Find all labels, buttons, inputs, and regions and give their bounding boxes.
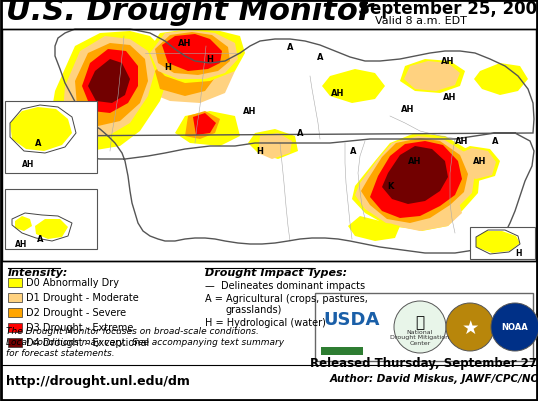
Text: USDA: USDA <box>323 310 379 328</box>
Text: http://drought.unl.edu/dm: http://drought.unl.edu/dm <box>6 374 190 387</box>
Text: AH: AH <box>331 89 345 98</box>
Bar <box>5 102 97 174</box>
Polygon shape <box>50 32 170 152</box>
Text: Valid 8 a.m. EDT: Valid 8 a.m. EDT <box>375 16 467 26</box>
Polygon shape <box>355 137 475 227</box>
Polygon shape <box>148 47 235 104</box>
Polygon shape <box>88 60 130 104</box>
Bar <box>8 308 22 317</box>
Polygon shape <box>248 130 298 160</box>
Text: —  Delineates dominant impacts: — Delineates dominant impacts <box>205 280 365 290</box>
Polygon shape <box>387 196 460 231</box>
Polygon shape <box>258 134 292 160</box>
Text: grasslands): grasslands) <box>225 304 281 314</box>
Polygon shape <box>155 50 220 97</box>
Text: Local conditions may vary.  See accompanying text summary: Local conditions may vary. See accompany… <box>6 337 284 346</box>
Polygon shape <box>155 33 230 76</box>
Text: 🌳: 🌳 <box>415 315 424 330</box>
Text: Drought Impact Types:: Drought Impact Types: <box>205 267 347 277</box>
Text: AH: AH <box>243 107 257 116</box>
Polygon shape <box>400 60 465 94</box>
Text: AH: AH <box>22 160 34 168</box>
Circle shape <box>491 303 538 351</box>
Text: A: A <box>492 137 498 146</box>
Polygon shape <box>370 142 462 219</box>
Polygon shape <box>193 114 216 136</box>
Polygon shape <box>82 50 138 114</box>
Bar <box>470 227 535 259</box>
Text: Intensity:: Intensity: <box>8 267 68 277</box>
Polygon shape <box>35 219 68 239</box>
Text: AH: AH <box>408 157 422 166</box>
Text: Released Thursday, September 27, 2007: Released Thursday, September 27, 2007 <box>310 356 538 369</box>
Polygon shape <box>458 149 496 180</box>
Text: A: A <box>297 129 303 138</box>
Polygon shape <box>322 70 385 104</box>
Polygon shape <box>348 217 400 241</box>
Text: D2 Drought - Severe: D2 Drought - Severe <box>26 308 126 318</box>
Bar <box>8 323 22 332</box>
Bar <box>315 293 533 361</box>
Text: The Drought Monitor focuses on broad-scale conditions.: The Drought Monitor focuses on broad-sca… <box>6 326 259 335</box>
Circle shape <box>394 301 446 353</box>
Polygon shape <box>15 217 32 231</box>
Bar <box>5 190 97 249</box>
Text: AH: AH <box>441 57 455 66</box>
Polygon shape <box>361 139 468 223</box>
Text: for forecast statements.: for forecast statements. <box>6 348 115 357</box>
Text: AH: AH <box>401 105 415 114</box>
Text: H: H <box>165 62 172 71</box>
Bar <box>321 347 363 355</box>
Text: U.S. Drought Monitor: U.S. Drought Monitor <box>6 0 373 25</box>
Text: September 25, 2007: September 25, 2007 <box>358 0 538 18</box>
Text: National
Drought Mitigation
Center: National Drought Mitigation Center <box>391 329 450 345</box>
Text: Author: David Miskus, JAWF/CPC/NOAA: Author: David Miskus, JAWF/CPC/NOAA <box>330 373 538 383</box>
Text: A: A <box>37 235 43 243</box>
Bar <box>8 293 22 302</box>
Text: H = Hydrological (water): H = Hydrological (water) <box>205 317 326 327</box>
Polygon shape <box>162 35 222 72</box>
Circle shape <box>446 303 494 351</box>
Text: D4 Drought - Exceptional: D4 Drought - Exceptional <box>26 338 149 348</box>
Text: D0 Abnormally Dry: D0 Abnormally Dry <box>26 278 119 288</box>
Polygon shape <box>62 37 155 140</box>
Polygon shape <box>10 108 72 152</box>
Text: ★: ★ <box>461 318 479 337</box>
Text: AH: AH <box>15 239 27 248</box>
Text: AH: AH <box>473 157 487 166</box>
Bar <box>2 30 536 261</box>
Text: AH: AH <box>455 137 469 146</box>
Text: H: H <box>257 147 264 156</box>
Text: K: K <box>387 182 393 191</box>
Text: A = Agricultural (crops, pastures,: A = Agricultural (crops, pastures, <box>205 293 368 303</box>
Polygon shape <box>404 62 460 92</box>
Polygon shape <box>145 30 245 84</box>
Text: AH: AH <box>443 92 457 101</box>
Text: A: A <box>317 53 323 61</box>
Polygon shape <box>175 112 240 147</box>
Polygon shape <box>352 134 480 229</box>
Polygon shape <box>150 31 238 80</box>
Bar <box>8 338 22 347</box>
Polygon shape <box>476 231 520 253</box>
Text: D3 Drought - Extreme: D3 Drought - Extreme <box>26 323 133 333</box>
Polygon shape <box>382 147 448 205</box>
Text: A: A <box>350 147 356 156</box>
Polygon shape <box>474 64 528 96</box>
Text: H: H <box>207 55 214 64</box>
Text: NOAA: NOAA <box>501 323 528 332</box>
Text: H: H <box>515 248 521 257</box>
Polygon shape <box>75 44 148 127</box>
Bar <box>8 278 22 287</box>
Polygon shape <box>455 147 500 182</box>
Polygon shape <box>385 194 462 231</box>
Text: A: A <box>35 138 41 147</box>
Polygon shape <box>185 112 220 140</box>
Text: A: A <box>287 43 293 51</box>
Text: D1 Drought - Moderate: D1 Drought - Moderate <box>26 293 139 303</box>
Text: AH: AH <box>178 39 192 49</box>
